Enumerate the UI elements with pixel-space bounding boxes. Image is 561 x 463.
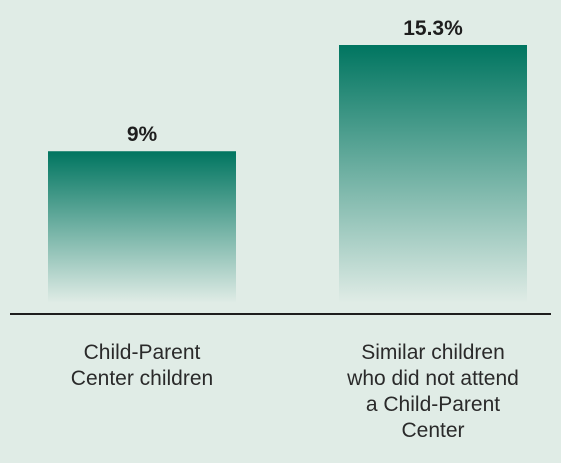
category-label-line: Similar children: [361, 341, 505, 364]
category-label-line: a Child-Parent: [366, 393, 500, 416]
labels-group: 9% Child-Parent Center children 15.3% Simila…: [71, 17, 519, 442]
category-label-1: Child-Parent Center children: [71, 341, 213, 390]
category-label-line: Child-Parent: [84, 341, 201, 364]
bar-1: [48, 151, 236, 303]
category-label-2: Similar children who did not attend a Chil…: [346, 341, 519, 442]
bars-group: [48, 45, 527, 303]
category-label-line: who did not attend: [346, 367, 519, 390]
data-label-1: 9%: [127, 123, 158, 146]
data-label-2: 15.3%: [403, 17, 463, 40]
category-label-line: Center children: [71, 367, 213, 390]
bar-2: [339, 45, 527, 303]
category-label-line: Center: [401, 419, 464, 442]
